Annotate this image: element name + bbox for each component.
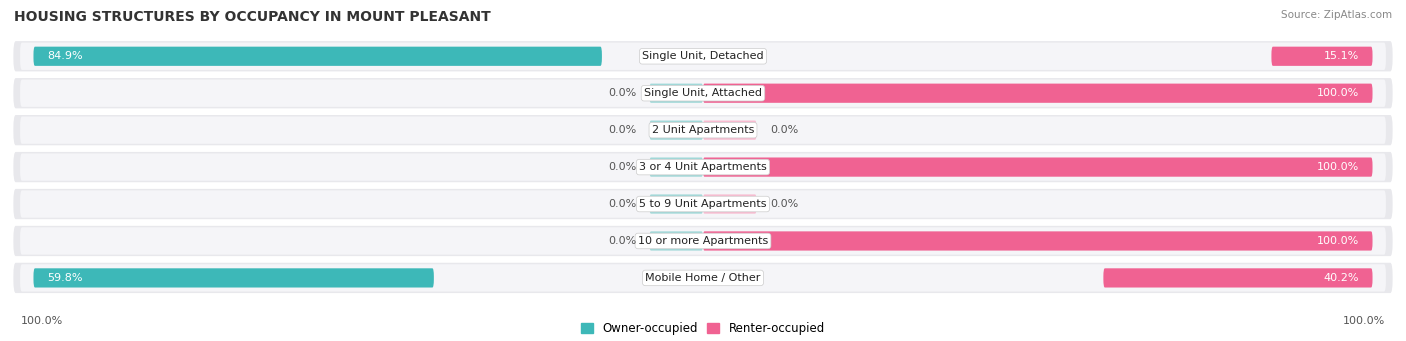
- FancyBboxPatch shape: [650, 194, 703, 213]
- FancyBboxPatch shape: [20, 79, 1386, 107]
- Text: 3 or 4 Unit Apartments: 3 or 4 Unit Apartments: [640, 162, 766, 172]
- FancyBboxPatch shape: [14, 115, 1392, 145]
- Legend: Owner-occupied, Renter-occupied: Owner-occupied, Renter-occupied: [581, 322, 825, 335]
- Text: 2 Unit Apartments: 2 Unit Apartments: [652, 125, 754, 135]
- Text: 100.0%: 100.0%: [1317, 162, 1360, 172]
- FancyBboxPatch shape: [650, 232, 703, 251]
- FancyBboxPatch shape: [650, 158, 703, 177]
- FancyBboxPatch shape: [703, 194, 756, 213]
- FancyBboxPatch shape: [14, 41, 1392, 71]
- Text: 100.0%: 100.0%: [1317, 236, 1360, 246]
- FancyBboxPatch shape: [14, 152, 1392, 182]
- Text: Mobile Home / Other: Mobile Home / Other: [645, 273, 761, 283]
- FancyBboxPatch shape: [703, 84, 1372, 103]
- Text: 84.9%: 84.9%: [46, 51, 83, 61]
- Text: Single Unit, Detached: Single Unit, Detached: [643, 51, 763, 61]
- FancyBboxPatch shape: [703, 232, 1372, 251]
- Text: 0.0%: 0.0%: [607, 125, 636, 135]
- FancyBboxPatch shape: [14, 226, 1392, 256]
- Text: 0.0%: 0.0%: [607, 236, 636, 246]
- Text: 100.0%: 100.0%: [1317, 88, 1360, 98]
- Text: 15.1%: 15.1%: [1324, 51, 1360, 61]
- FancyBboxPatch shape: [20, 153, 1386, 181]
- Text: HOUSING STRUCTURES BY OCCUPANCY IN MOUNT PLEASANT: HOUSING STRUCTURES BY OCCUPANCY IN MOUNT…: [14, 10, 491, 24]
- Text: 10 or more Apartments: 10 or more Apartments: [638, 236, 768, 246]
- FancyBboxPatch shape: [20, 227, 1386, 255]
- FancyBboxPatch shape: [20, 43, 1386, 70]
- FancyBboxPatch shape: [20, 190, 1386, 218]
- FancyBboxPatch shape: [1271, 47, 1372, 66]
- Text: 0.0%: 0.0%: [607, 199, 636, 209]
- FancyBboxPatch shape: [34, 268, 434, 287]
- FancyBboxPatch shape: [14, 78, 1392, 108]
- Text: 59.8%: 59.8%: [46, 273, 83, 283]
- Text: 0.0%: 0.0%: [607, 88, 636, 98]
- Text: Single Unit, Attached: Single Unit, Attached: [644, 88, 762, 98]
- FancyBboxPatch shape: [14, 263, 1392, 293]
- FancyBboxPatch shape: [650, 84, 703, 103]
- Text: 0.0%: 0.0%: [770, 125, 799, 135]
- FancyBboxPatch shape: [1104, 268, 1372, 287]
- FancyBboxPatch shape: [703, 121, 756, 140]
- FancyBboxPatch shape: [20, 264, 1386, 292]
- Text: 100.0%: 100.0%: [21, 315, 63, 326]
- Text: 40.2%: 40.2%: [1323, 273, 1360, 283]
- Text: 0.0%: 0.0%: [607, 162, 636, 172]
- Text: Source: ZipAtlas.com: Source: ZipAtlas.com: [1281, 10, 1392, 20]
- Text: 0.0%: 0.0%: [770, 199, 799, 209]
- FancyBboxPatch shape: [34, 47, 602, 66]
- FancyBboxPatch shape: [650, 121, 703, 140]
- FancyBboxPatch shape: [20, 117, 1386, 144]
- Text: 100.0%: 100.0%: [1343, 315, 1385, 326]
- Text: 5 to 9 Unit Apartments: 5 to 9 Unit Apartments: [640, 199, 766, 209]
- FancyBboxPatch shape: [703, 158, 1372, 177]
- FancyBboxPatch shape: [14, 189, 1392, 219]
